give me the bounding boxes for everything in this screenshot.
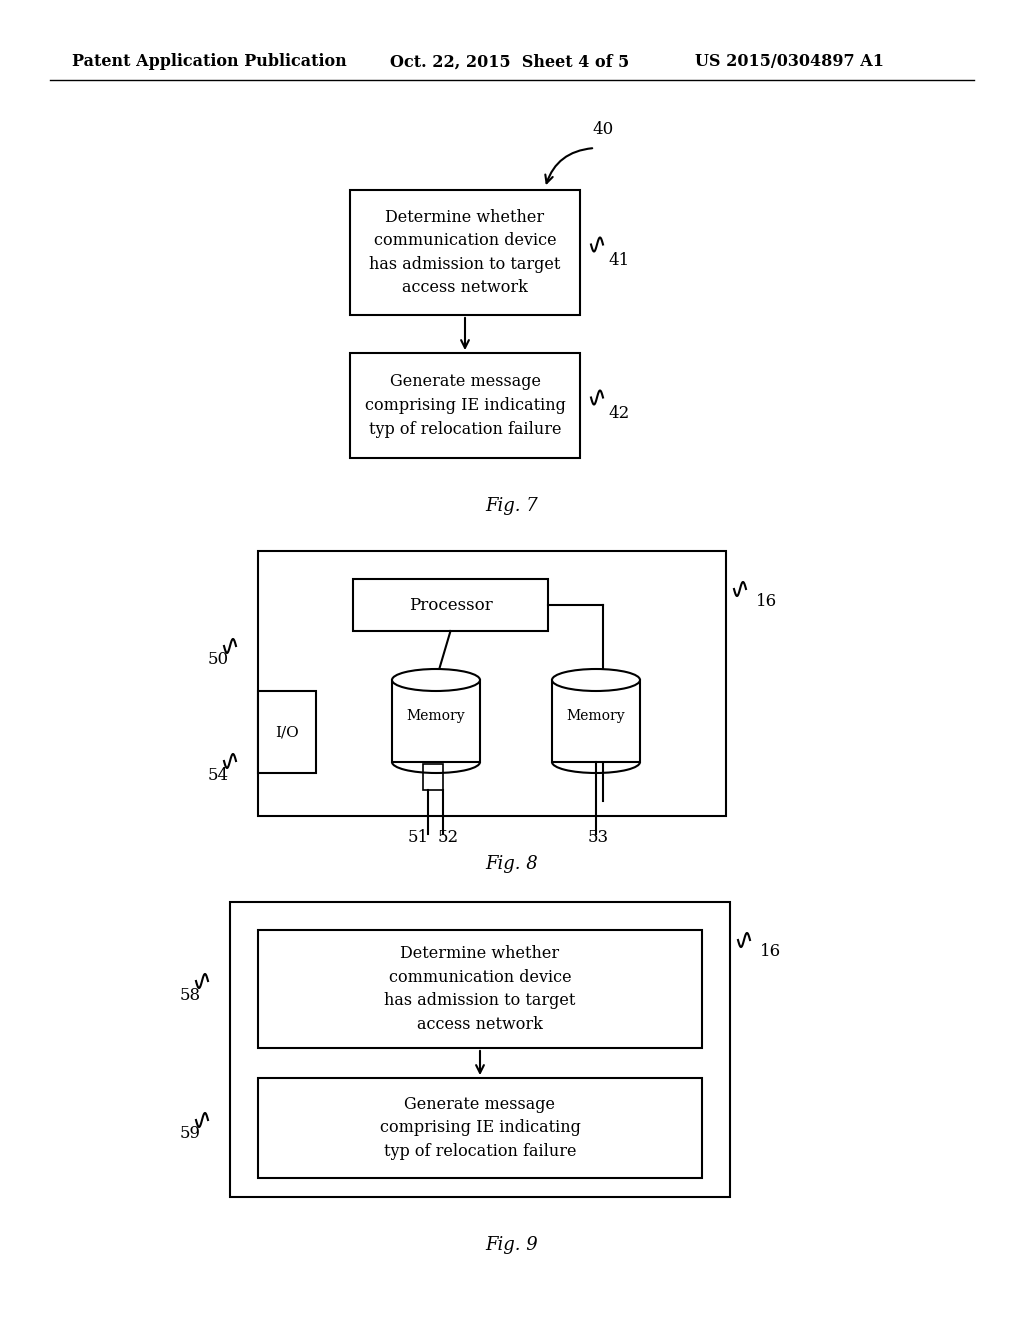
Text: 50: 50 [208,652,229,668]
Bar [258,550,726,816]
Bar [350,352,580,458]
Text: 16: 16 [760,944,781,961]
Text: Memory: Memory [566,709,626,723]
Text: Fig. 8: Fig. 8 [485,855,539,873]
Text: Memory: Memory [407,709,465,723]
Text: I/O: I/O [275,725,299,739]
Bar [258,1078,702,1177]
Text: Determine whether
communication device
has admission to target
access network: Determine whether communication device h… [384,945,575,1032]
Text: US 2015/0304897 A1: US 2015/0304897 A1 [695,54,884,70]
Text: Processor: Processor [409,597,493,614]
Text: Patent Application Publication: Patent Application Publication [72,54,347,70]
Ellipse shape [552,669,640,690]
Bar [552,680,640,762]
Text: Generate message
comprising IE indicating
typ of relocation failure: Generate message comprising IE indicatin… [365,374,565,437]
Text: Oct. 22, 2015  Sheet 4 of 5: Oct. 22, 2015 Sheet 4 of 5 [390,54,630,70]
Text: 53: 53 [588,829,608,846]
Bar [258,690,316,774]
Text: 59: 59 [180,1126,201,1143]
Text: Generate message
comprising IE indicating
typ of relocation failure: Generate message comprising IE indicatin… [380,1096,581,1160]
Bar [353,579,548,631]
Text: 16: 16 [756,593,777,610]
Text: 51: 51 [408,829,429,846]
Text: 40: 40 [592,121,613,139]
Text: 58: 58 [180,986,201,1003]
Bar [230,902,730,1197]
Text: Determine whether
communication device
has admission to target
access network: Determine whether communication device h… [370,209,561,296]
Bar [392,680,480,762]
Text: Fig. 9: Fig. 9 [485,1236,539,1254]
Bar [350,190,580,315]
Text: 54: 54 [208,767,229,784]
Text: 41: 41 [608,252,630,269]
Text: 42: 42 [608,405,630,422]
Text: 52: 52 [437,829,459,846]
Bar [258,931,702,1048]
Ellipse shape [392,669,480,690]
Bar [423,764,443,789]
Text: Fig. 7: Fig. 7 [485,498,539,515]
